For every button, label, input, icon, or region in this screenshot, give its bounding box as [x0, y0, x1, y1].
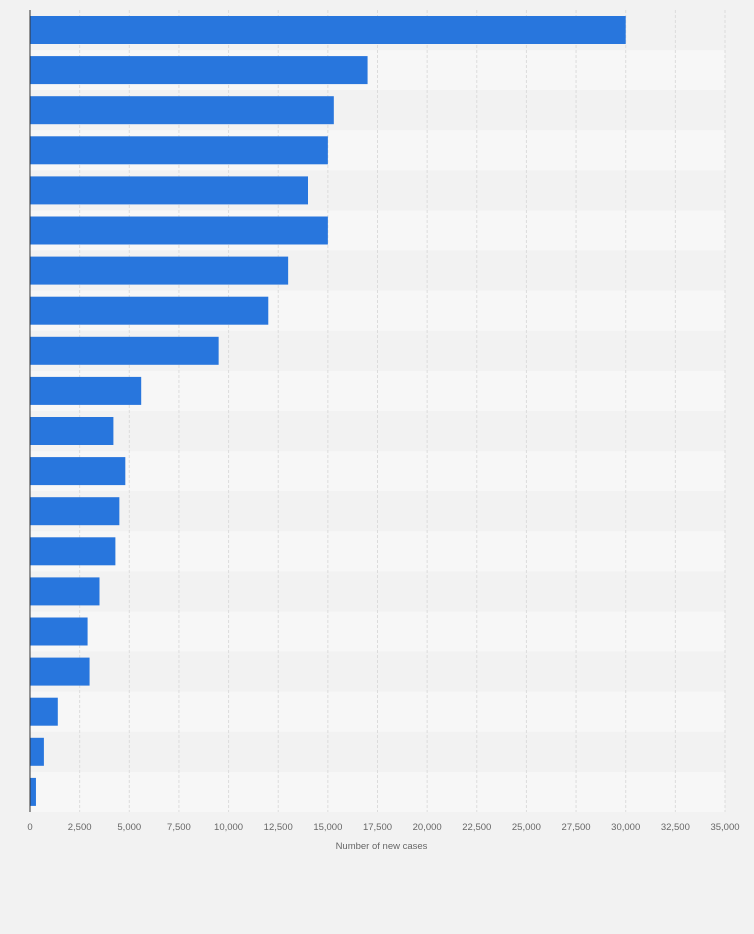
x-tick-labels: 0 2,500 5,000 7,500 10,000 12,500 15,000 17,500… [27, 822, 739, 833]
bar [30, 777, 36, 806]
bar [30, 697, 58, 726]
x-tick-label: 35,000 [710, 822, 739, 833]
bar [30, 497, 120, 526]
x-tick-label: 25,000 [512, 822, 541, 833]
x-tick-label: 10,000 [214, 822, 243, 833]
bar [30, 376, 142, 405]
x-tick-label: 27,500 [562, 822, 591, 833]
x-tick-label: 17,500 [363, 822, 392, 833]
bar [30, 136, 328, 165]
bar [30, 256, 289, 285]
x-tick-label: 22,500 [462, 822, 491, 833]
bar [30, 617, 88, 646]
bar [30, 216, 328, 245]
bar [30, 56, 368, 85]
x-tick-label: 32,500 [661, 822, 690, 833]
x-tick-label: 12,500 [264, 822, 293, 833]
bar [30, 577, 100, 606]
bar [30, 336, 219, 365]
x-tick-label: 7,500 [167, 822, 191, 833]
x-tick-label: 30,000 [611, 822, 640, 833]
x-axis-label: Number of new cases [336, 841, 428, 852]
x-tick-label: 0 [27, 822, 32, 833]
bar [30, 457, 126, 486]
bar [30, 417, 114, 445]
bar [30, 296, 269, 325]
bar [30, 176, 308, 205]
x-tick-label: 2,500 [68, 822, 92, 833]
bar [30, 537, 116, 566]
x-tick-label: 15,000 [313, 822, 342, 833]
x-tick-label: 20,000 [413, 822, 442, 833]
bar [30, 737, 44, 766]
bar [30, 96, 334, 125]
x-tick-label: 5,000 [117, 822, 141, 833]
bar [30, 657, 90, 686]
bars [30, 16, 626, 806]
grid-lines [79, 10, 726, 812]
bar [30, 16, 626, 44]
